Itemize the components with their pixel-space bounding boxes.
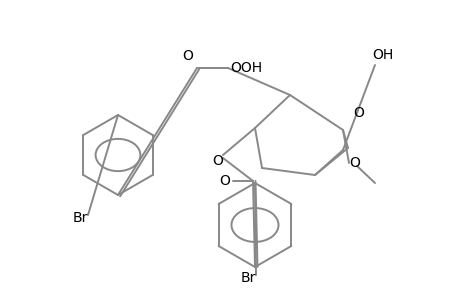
Text: O: O [219, 174, 230, 188]
Text: O: O [352, 106, 363, 120]
Text: O: O [182, 49, 193, 63]
Text: OOH: OOH [230, 61, 262, 75]
Text: Br: Br [72, 211, 88, 225]
Text: O: O [348, 156, 359, 170]
Text: O: O [212, 154, 223, 168]
Text: OH: OH [372, 48, 393, 62]
Text: Br: Br [240, 271, 255, 285]
